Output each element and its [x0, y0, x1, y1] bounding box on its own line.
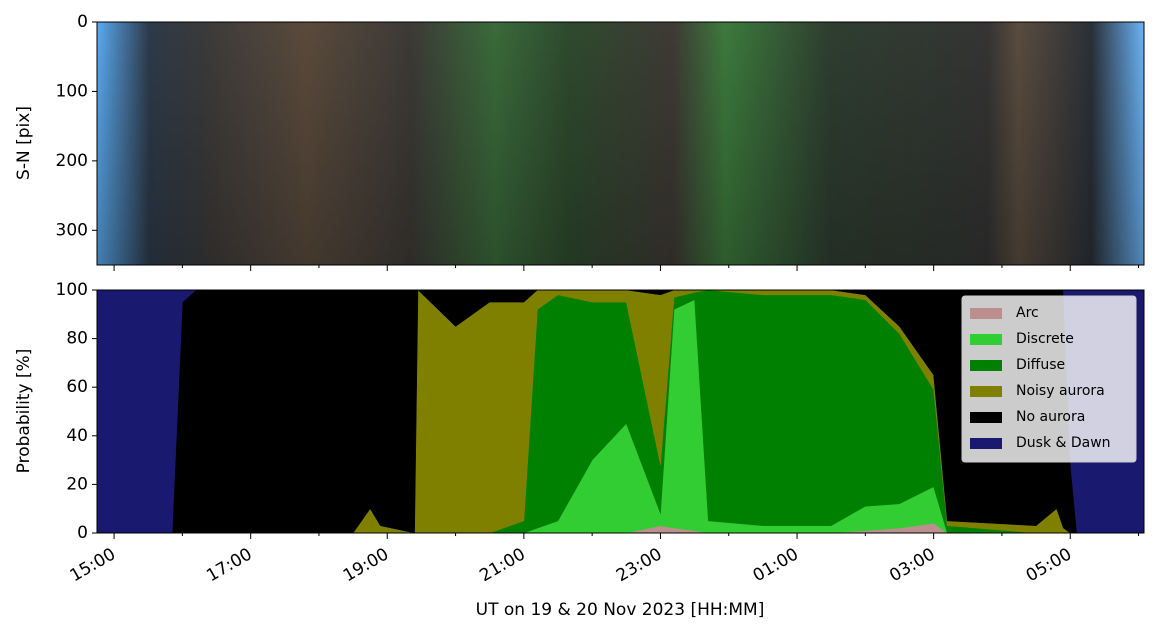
axes-frame [96, 289, 1145, 534]
y-tick-label: 300 [56, 220, 88, 240]
y-tick-label: 100 [56, 81, 88, 101]
x-tick-label: 19:00 [340, 544, 392, 586]
x-tick-label: 03:00 [886, 544, 938, 586]
legend-swatch [970, 412, 1002, 423]
y-tick-label: 0 [77, 523, 88, 543]
y-tick-label: 100 [56, 280, 88, 300]
y-axis-label: S-N [pix] [14, 106, 34, 180]
legend-box [961, 295, 1137, 463]
legend-label: Diffuse [1016, 357, 1065, 373]
x-axis-label: UT on 19 & 20 Nov 2023 [HH:MM] [476, 600, 765, 620]
x-tick-label: 05:00 [1023, 544, 1075, 586]
legend-swatch [970, 308, 1002, 319]
x-tick-label: 17:00 [203, 544, 255, 586]
legend-swatch [970, 438, 1002, 449]
x-tick-label: 15:00 [67, 544, 119, 586]
axes-frame [96, 21, 1145, 266]
y-tick-label: 200 [56, 151, 88, 171]
y-tick-label: 40 [66, 426, 88, 446]
y-tick-label: 0 [77, 12, 88, 32]
y-tick-label: 20 [66, 474, 88, 494]
legend-swatch [970, 386, 1002, 397]
legend-swatch [970, 334, 1002, 345]
y-axis-label: Probability [%] [14, 349, 34, 474]
legend-label: No aurora [1016, 409, 1085, 425]
keogram-shade [97, 22, 1144, 265]
x-tick-label: 21:00 [476, 544, 528, 586]
legend-swatch [970, 360, 1002, 371]
legend-label: Noisy aurora [1016, 383, 1105, 399]
legend-label: Dusk & Dawn [1016, 435, 1111, 451]
y-tick-label: 80 [66, 329, 88, 349]
x-tick-label: 01:00 [750, 544, 802, 586]
y-tick-label: 60 [66, 377, 88, 397]
x-tick-label: 23:00 [613, 544, 665, 586]
legend-label: Arc [1016, 305, 1039, 321]
legend-label: Discrete [1016, 331, 1074, 347]
